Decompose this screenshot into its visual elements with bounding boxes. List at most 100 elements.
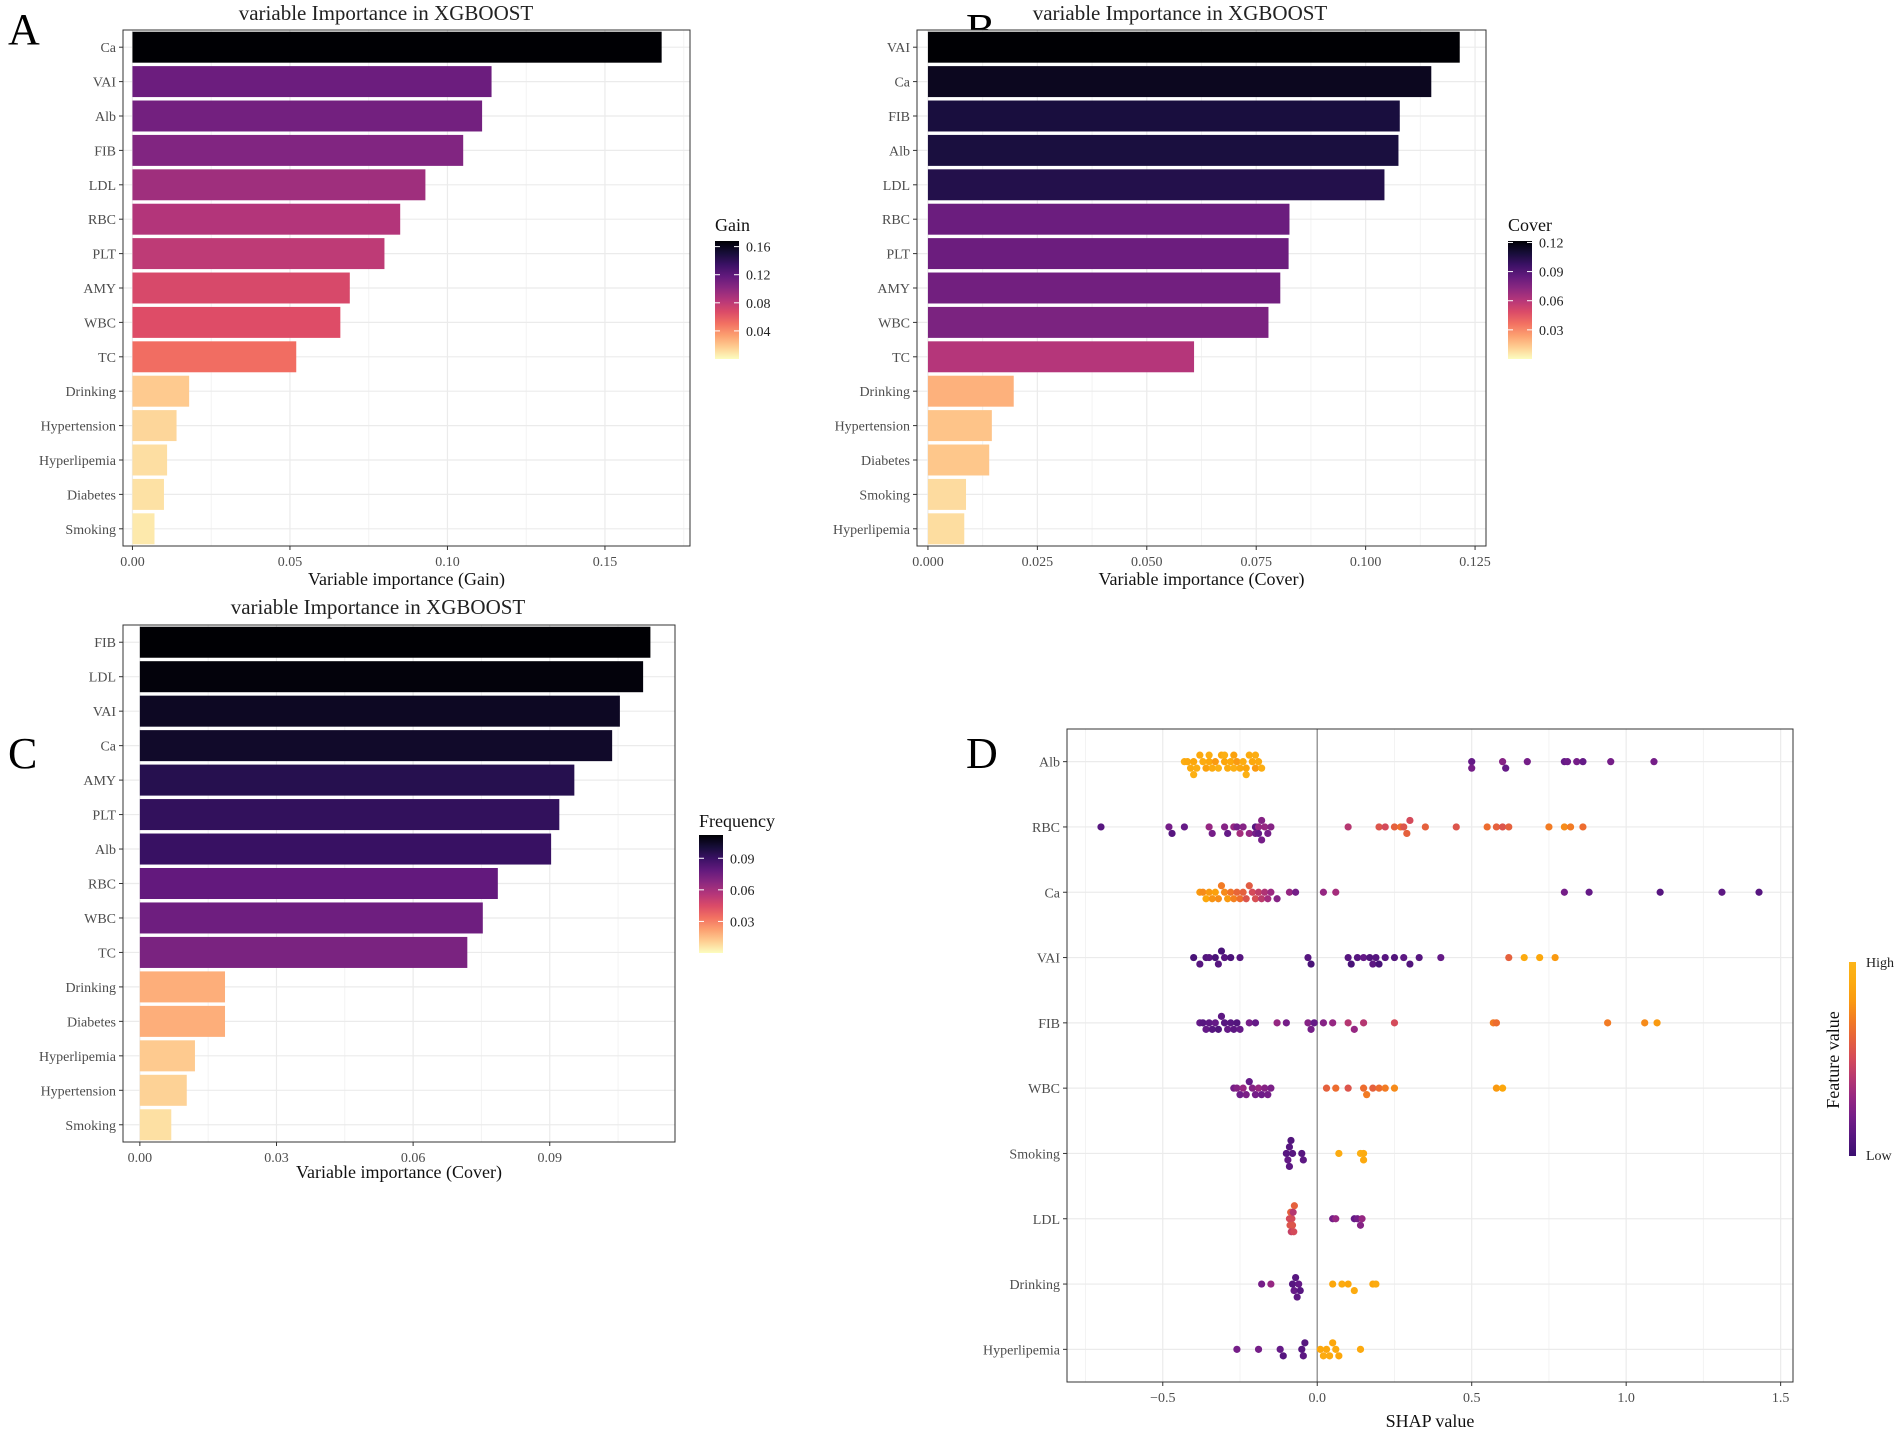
y-tick-label-drinking: Drinking	[1009, 1278, 1060, 1293]
shap-point-hyperlipemia	[1316, 1345, 1324, 1353]
shap-point-ca	[1239, 888, 1247, 896]
shap-point-drinking	[1344, 1280, 1352, 1288]
shap-point-smoking	[1282, 1149, 1290, 1158]
legend-tick-label: 0.08	[746, 297, 771, 312]
shap-point-alb	[1208, 764, 1216, 772]
shap-point-vai	[1344, 953, 1352, 962]
y-tick-label-hypertension: Hypertension	[835, 420, 910, 435]
bar-diabetes	[139, 1005, 226, 1037]
y-tick-label-hypertension: Hypertension	[41, 420, 116, 435]
shap-point-rbc	[1208, 829, 1216, 838]
y-tick-label-amy: AMY	[83, 282, 116, 297]
shap-point-rbc	[1097, 823, 1105, 831]
bar-ca	[132, 31, 662, 63]
shap-point-alb	[1230, 751, 1238, 759]
y-tick-label-smoking: Smoking	[859, 488, 910, 503]
shap-point-alb	[1233, 758, 1241, 766]
shap-point-alb	[1258, 764, 1266, 772]
shap-point-alb	[1236, 764, 1244, 772]
shap-point-fib	[1230, 1025, 1238, 1033]
shap-point-vai	[1227, 953, 1235, 962]
shap-point-drinking	[1288, 1280, 1297, 1288]
shap-point-vai	[1369, 960, 1377, 968]
y-tick-label-wbc: WBC	[1028, 1082, 1060, 1097]
x-tick-label: 0.06	[401, 1151, 426, 1166]
shap-point-smoking	[1285, 1143, 1294, 1151]
shap-point-ca	[1332, 888, 1340, 896]
y-tick-label-tc: TC	[98, 351, 116, 366]
shap-point-rbc	[1560, 823, 1568, 831]
shap-point-fib	[1233, 1019, 1241, 1027]
shap-point-ldl	[1288, 1221, 1297, 1229]
bar-fib	[139, 626, 651, 658]
x-axis-title: Variable importance (Cover)	[1099, 569, 1305, 590]
bar-hyperlipemia	[139, 1040, 195, 1072]
shap-point-vai	[1347, 960, 1355, 968]
shap-point-vai	[1372, 953, 1380, 962]
shap-point-ldl	[1290, 1228, 1298, 1236]
shap-point-fib	[1390, 1019, 1399, 1027]
shap-point-drinking	[1267, 1280, 1275, 1288]
y-tick-label-ca: Ca	[100, 740, 116, 755]
shap-point-ca	[1227, 888, 1235, 896]
bar-hypertension	[132, 410, 177, 442]
shap-point-smoking	[1299, 1156, 1307, 1164]
shap-point-ca	[1248, 888, 1256, 896]
shap-point-alb	[1650, 758, 1658, 766]
bar-smoking	[927, 478, 967, 510]
shap-point-ca	[1267, 888, 1275, 896]
shap-point-hyperlipemia	[1298, 1345, 1306, 1353]
shap-point-fib	[1199, 1019, 1207, 1027]
shap-point-wbc	[1492, 1084, 1501, 1092]
bar-amy	[132, 272, 350, 304]
shap-point-vai	[1214, 960, 1222, 968]
shap-point-rbc	[1403, 829, 1411, 838]
legend-tick-label: 0.06	[730, 884, 755, 899]
shap-point-ca	[1261, 888, 1269, 896]
y-tick-label-vai: VAI	[93, 76, 116, 91]
x-tick-label: 0.00	[128, 1151, 153, 1166]
shap-point-rbc	[1381, 823, 1389, 831]
shap-point-rbc	[1239, 823, 1247, 831]
shap-point-fib	[1251, 1019, 1260, 1027]
shap-point-alb	[1251, 764, 1260, 772]
shap-point-rbc	[1406, 816, 1414, 825]
y-tick-label-drinking: Drinking	[65, 981, 116, 996]
shap-point-alb	[1607, 758, 1615, 766]
bar-ca	[139, 730, 613, 762]
y-tick-label-hyperlipemia: Hyperlipemia	[39, 454, 117, 469]
shap-point-ca	[1245, 882, 1253, 890]
shap-point-rbc	[1180, 823, 1188, 831]
y-tick-label-vai: VAI	[93, 705, 116, 720]
shap-point-fib	[1329, 1019, 1337, 1027]
y-tick-label-plt: PLT	[886, 248, 910, 263]
panel-label-a: A	[8, 5, 40, 54]
shap-point-hyperlipemia	[1325, 1352, 1334, 1360]
y-tick-label-smoking: Smoking	[65, 1119, 116, 1134]
legend-tick-label: 0.06	[1539, 295, 1564, 310]
shap-point-ca	[1560, 888, 1568, 896]
bar-smoking	[139, 1109, 172, 1141]
shap-point-alb	[1211, 758, 1219, 766]
y-tick-label-drinking: Drinking	[65, 385, 116, 400]
y-tick-label-tc: TC	[98, 946, 116, 961]
shap-point-alb	[1468, 764, 1476, 772]
plot-background	[1067, 729, 1793, 1382]
shap-point-fib	[1205, 1019, 1213, 1027]
bar-alb	[927, 134, 1399, 166]
shap-point-alb	[1251, 751, 1260, 759]
shap-point-alb	[1254, 758, 1263, 766]
shap-point-wbc	[1261, 1084, 1269, 1092]
shap-point-fib	[1208, 1025, 1216, 1033]
shap-point-alb	[1230, 764, 1238, 772]
bar-diabetes	[927, 444, 990, 476]
bar-drinking	[927, 375, 1014, 407]
shap-point-fib	[1224, 1025, 1232, 1033]
shap-point-wbc	[1499, 1084, 1507, 1092]
shap-point-ldl	[1289, 1208, 1297, 1216]
legend-tick-label: 0.16	[746, 241, 771, 256]
legend-tick-label: 0.03	[1539, 324, 1564, 339]
shap-point-ldl	[1332, 1215, 1340, 1223]
shap-point-vai	[1211, 953, 1219, 962]
shap-point-ca	[1585, 888, 1593, 896]
